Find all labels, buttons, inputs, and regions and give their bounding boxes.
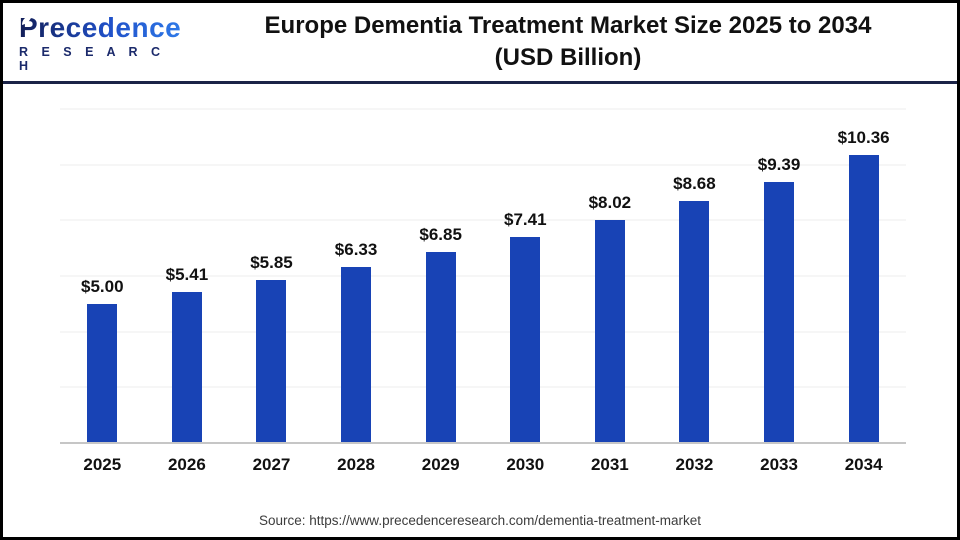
logo-wordmark: Precedence <box>19 12 181 44</box>
bar-value-label: $5.85 <box>250 253 293 273</box>
chart-title-line2: (USD Billion) <box>494 44 642 71</box>
x-axis-label: 2032 <box>675 455 714 474</box>
bar-cell: $6.33 <box>314 109 399 443</box>
bar <box>510 236 541 443</box>
x-axis-labels: 2025 2026 2027 2028 2029 2030 2031 2032 2033 2034 <box>60 455 906 475</box>
bar-value-label: $6.33 <box>334 239 378 259</box>
logo-text: Precedence <box>19 11 182 43</box>
bar-cell: $5.00 <box>60 109 145 443</box>
bar-cell: $5.85 <box>229 109 314 443</box>
bar-value-label: $5.00 <box>81 276 124 296</box>
x-axis-line <box>60 442 906 444</box>
bar-cell: $10.36 <box>821 109 906 443</box>
x-axis-label: 2027 <box>252 455 291 474</box>
bar <box>87 303 118 443</box>
bar-cell: $9.39 <box>737 109 822 443</box>
bar <box>679 201 710 443</box>
source-text: Source: https://www.precedenceresearch.c… <box>259 513 701 528</box>
plot-area: $5.00 $5.41 $5.85 $6.33 $6.85 $7.41 $8.02 $8.68… <box>60 108 906 444</box>
bar-value-label: $8.02 <box>588 192 632 212</box>
gridline <box>60 219 906 221</box>
bar-value-label: $8.68 <box>673 174 716 194</box>
chart-title-line1: Europe Dementia Treatment Market Size 20… <box>264 12 872 39</box>
x-axis-label: 2028 <box>337 455 375 474</box>
bar-cell: $7.41 <box>483 109 568 443</box>
bar-value-label: $10.36 <box>837 127 890 147</box>
bar-value-label: $7.41 <box>503 209 547 229</box>
chart-title: Europe Dementia Treatment Market Size 20… <box>185 10 957 74</box>
bar <box>171 292 202 443</box>
logo-subtitle: R E S E A R C H <box>19 44 166 73</box>
bar-value-label: $6.85 <box>419 225 462 245</box>
x-axis-label: 2029 <box>421 455 460 474</box>
x-axis-label: 2034 <box>844 455 883 474</box>
gridline <box>60 275 906 277</box>
bars-row: $5.00 $5.41 $5.85 $6.33 $6.85 $7.41 $8.02 $8.68… <box>60 109 906 443</box>
bar-cell: $8.02 <box>568 109 653 443</box>
bar <box>848 154 879 443</box>
bar <box>341 266 372 443</box>
bar <box>425 252 456 443</box>
bar-cell: $5.41 <box>145 109 230 443</box>
bar-cell: $8.68 <box>652 109 737 443</box>
bar-value-label: $5.41 <box>165 265 209 285</box>
x-axis-label: 2026 <box>167 455 206 474</box>
bar-cell: $6.85 <box>398 109 483 443</box>
leaf-icon <box>22 14 32 25</box>
x-axis-label: 2033 <box>760 455 798 474</box>
gridline <box>60 331 906 333</box>
x-axis-label: 2030 <box>506 455 545 474</box>
bar <box>256 280 287 443</box>
x-axis-label: 2031 <box>590 455 629 474</box>
logo: Precedence R E S E A R C H <box>3 12 185 73</box>
gridline <box>60 386 906 388</box>
gridline <box>60 164 906 166</box>
header: Precedence R E S E A R C H Europe Dement… <box>3 3 957 84</box>
bar <box>594 219 625 443</box>
bar <box>764 181 795 443</box>
bar-value-label: $9.39 <box>757 154 801 174</box>
x-axis-label: 2025 <box>83 455 122 474</box>
gridline <box>60 108 906 110</box>
